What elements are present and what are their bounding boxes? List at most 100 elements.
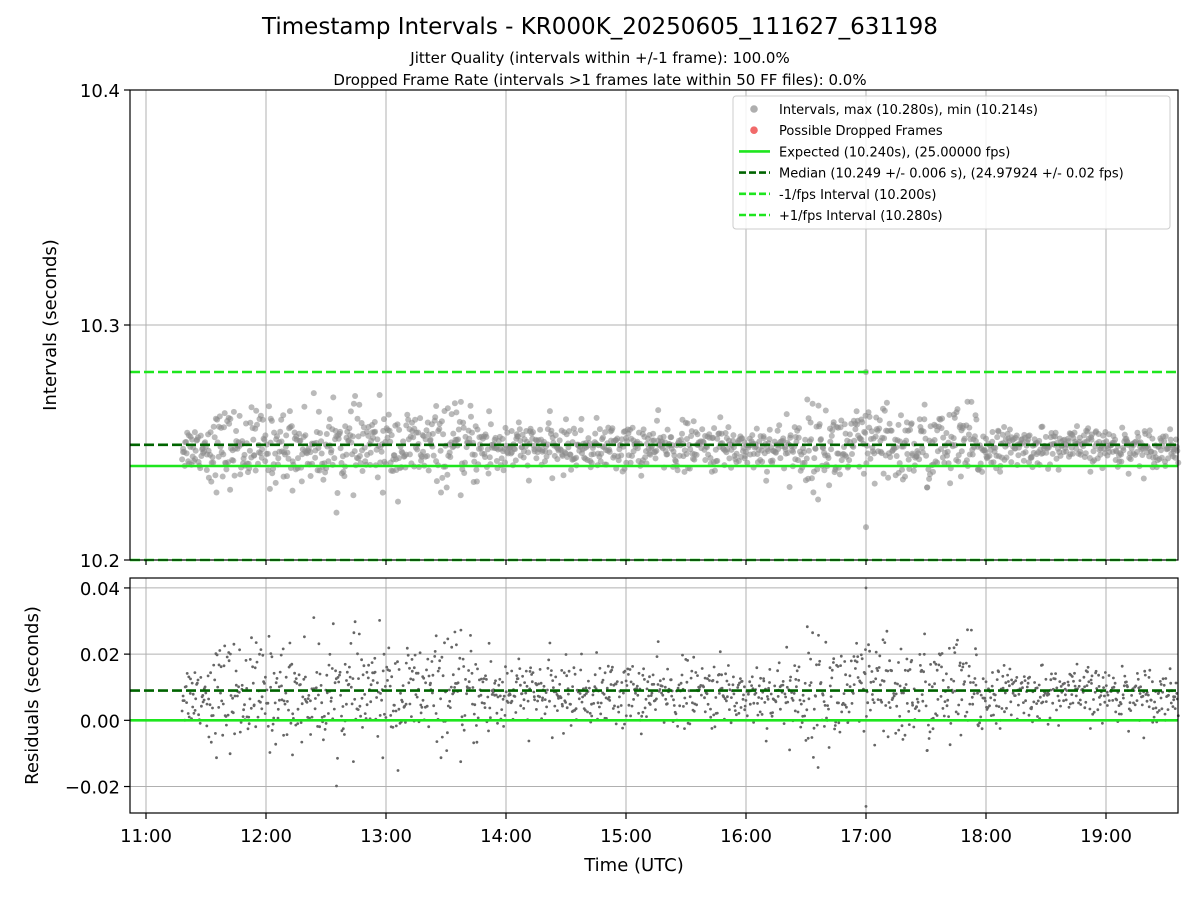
residual-point (934, 662, 938, 666)
interval-point (512, 457, 519, 464)
residual-point (1162, 683, 1166, 687)
interval-point (938, 425, 945, 432)
interval-point (269, 470, 276, 477)
residual-point (1069, 702, 1072, 706)
residual-point (623, 722, 626, 726)
residual-point (296, 707, 300, 711)
interval-point (197, 432, 204, 439)
residual-point (1001, 686, 1005, 690)
interval-point (1097, 451, 1104, 458)
residual-point (1161, 677, 1165, 681)
interval-point (920, 428, 927, 435)
residual-point (1012, 681, 1016, 684)
residual-point (1102, 686, 1105, 689)
residual-point (923, 632, 926, 636)
interval-point (233, 428, 240, 434)
residual-point (473, 703, 477, 707)
interval-point (515, 419, 522, 426)
residual-point (768, 681, 771, 684)
residual-point (469, 649, 473, 653)
residual-point (1003, 691, 1007, 695)
interval-point (179, 456, 186, 463)
residual-point (1090, 674, 1094, 678)
residual-point (421, 698, 425, 702)
residual-point (840, 710, 844, 714)
residual-point (911, 703, 914, 707)
interval-point (250, 436, 257, 443)
residual-point (425, 704, 429, 708)
interval-point (374, 436, 381, 443)
residual-point (1167, 693, 1170, 697)
residual-point (733, 709, 737, 712)
residual-point (406, 653, 410, 657)
residual-point (231, 696, 235, 700)
interval-point (333, 509, 340, 516)
interval-point (485, 470, 492, 477)
residual-point (703, 676, 707, 680)
residual-point (347, 682, 351, 686)
interval-point (814, 466, 821, 473)
residual-point (538, 695, 541, 699)
residual-point (839, 654, 843, 658)
residual-point (410, 715, 413, 718)
jitter-quality-subtitle: Jitter Quality (intervals within +/-1 fr… (410, 49, 790, 67)
residual-point (979, 715, 983, 719)
residual-point (807, 651, 810, 655)
residual-point (1171, 705, 1175, 708)
residual-point (529, 666, 532, 670)
interval-point (1006, 426, 1013, 433)
residual-point (531, 671, 535, 674)
residual-point (515, 674, 519, 677)
residual-point (409, 677, 413, 681)
interval-point (1022, 449, 1029, 456)
residual-point (188, 692, 192, 695)
residual-point (437, 666, 441, 670)
residual-point (439, 756, 443, 760)
interval-point (908, 420, 915, 427)
top-y-axis-label: Intervals (seconds) (40, 239, 61, 411)
interval-point (1118, 458, 1125, 465)
residual-point (907, 710, 911, 713)
residual-point (924, 704, 928, 708)
bottom-ytick-label: 0.04 (80, 579, 120, 600)
interval-point (634, 445, 641, 452)
interval-point (515, 433, 521, 440)
residual-point (803, 714, 806, 718)
residual-point (867, 643, 870, 647)
residual-point (598, 666, 602, 670)
residual-point (343, 733, 346, 736)
interval-point (331, 455, 338, 462)
residual-point (1146, 693, 1150, 697)
residual-point (876, 669, 880, 672)
interval-point (1125, 470, 1132, 477)
interval-point (815, 402, 822, 409)
residual-point (660, 691, 663, 695)
interval-point (246, 447, 253, 454)
residual-point (837, 701, 840, 705)
residual-point (655, 697, 658, 701)
residual-point (665, 702, 669, 706)
residual-point (790, 696, 794, 700)
residual-point (664, 697, 668, 701)
residual-point (415, 695, 419, 699)
residual-point (433, 650, 437, 653)
residual-point (765, 727, 769, 730)
interval-point (790, 448, 797, 455)
residual-point (280, 698, 284, 702)
interval-point (231, 472, 238, 479)
residual-point (878, 654, 882, 658)
residual-point (884, 704, 888, 707)
residual-point (939, 695, 943, 698)
residual-point (1007, 680, 1010, 683)
residual-point (615, 680, 619, 683)
residual-point (656, 640, 660, 643)
residual-point (457, 667, 461, 671)
residual-point (251, 665, 255, 669)
residual-point (203, 685, 207, 689)
residual-point (1122, 684, 1126, 688)
residual-point (278, 670, 282, 674)
residual-point (783, 692, 787, 696)
interval-point (394, 421, 401, 428)
residual-point (592, 702, 596, 705)
residual-point (390, 675, 394, 679)
